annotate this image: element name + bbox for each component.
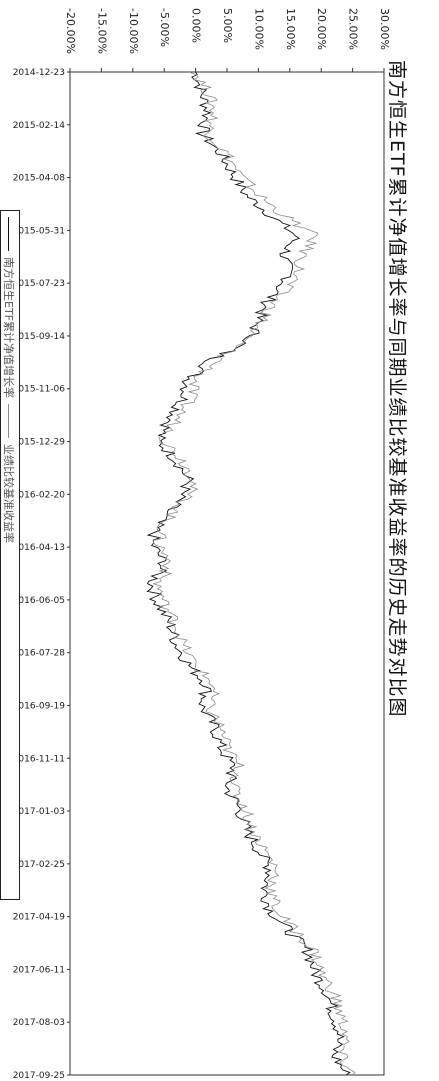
y-tick-label: -10.00%: [127, 8, 140, 54]
x-tick-label: 2017-09-25: [13, 1071, 65, 1081]
chart-legend: 南方恒生ETF累计净值增长率 业绩比较基准收益率: [0, 210, 20, 900]
x-tick-label: 2015-12-29: [13, 438, 66, 448]
y-tick-label: -20.00%: [64, 8, 77, 54]
y-tick-label: 25.00%: [347, 8, 360, 50]
legend-label-nav: 南方恒生ETF累计净值增长率: [2, 257, 15, 398]
x-tick-label: 2015-05-31: [13, 226, 65, 236]
legend-label-benchmark: 业绩比较基准收益率: [2, 444, 15, 543]
x-tick-label: 2017-08-03: [13, 1018, 65, 1028]
x-tick-label: 2014-12-23: [13, 68, 65, 78]
series-line-1: [152, 71, 356, 1076]
x-tick-label: 2016-06-05: [13, 596, 65, 606]
x-tick-label: 2016-04-13: [13, 543, 65, 553]
y-tick-label: 15.00%: [284, 8, 297, 50]
legend-swatch-benchmark: [8, 404, 10, 438]
x-tick-label: 2015-09-14: [13, 332, 66, 342]
plot-frame: [69, 71, 385, 1076]
series-line-0: [146, 71, 351, 1076]
x-tick-label: 2017-01-03: [13, 807, 65, 817]
x-tick-label: 2015-04-08: [13, 174, 66, 184]
x-tick-label: 2015-11-06: [13, 385, 66, 395]
legend-swatch-nav: [8, 217, 10, 251]
x-tick-label: 2016-09-19: [13, 701, 66, 711]
y-tick-label: 20.00%: [315, 8, 328, 50]
x-tick-label: 2015-07-23: [13, 279, 65, 289]
y-tick-label: -5.00%: [158, 8, 171, 47]
x-tick-label: 2017-04-19: [13, 913, 66, 923]
y-tick-label: 30.00%: [378, 8, 391, 50]
y-tick-label: 10.00%: [252, 8, 265, 50]
x-tick-label: 2017-06-11: [13, 965, 65, 975]
y-tick-label: 5.00%: [221, 8, 234, 43]
x-tick-label: 2017-02-25: [13, 860, 65, 870]
y-tick-label: -15.00%: [95, 8, 108, 54]
x-tick-label: 2016-07-28: [13, 649, 66, 659]
y-tick-label: 0.00%: [190, 8, 203, 43]
x-tick-label: 2016-11-11: [13, 754, 65, 764]
x-tick-label: 2016-02-20: [13, 490, 66, 500]
x-tick-label: 2015-02-14: [13, 121, 66, 131]
